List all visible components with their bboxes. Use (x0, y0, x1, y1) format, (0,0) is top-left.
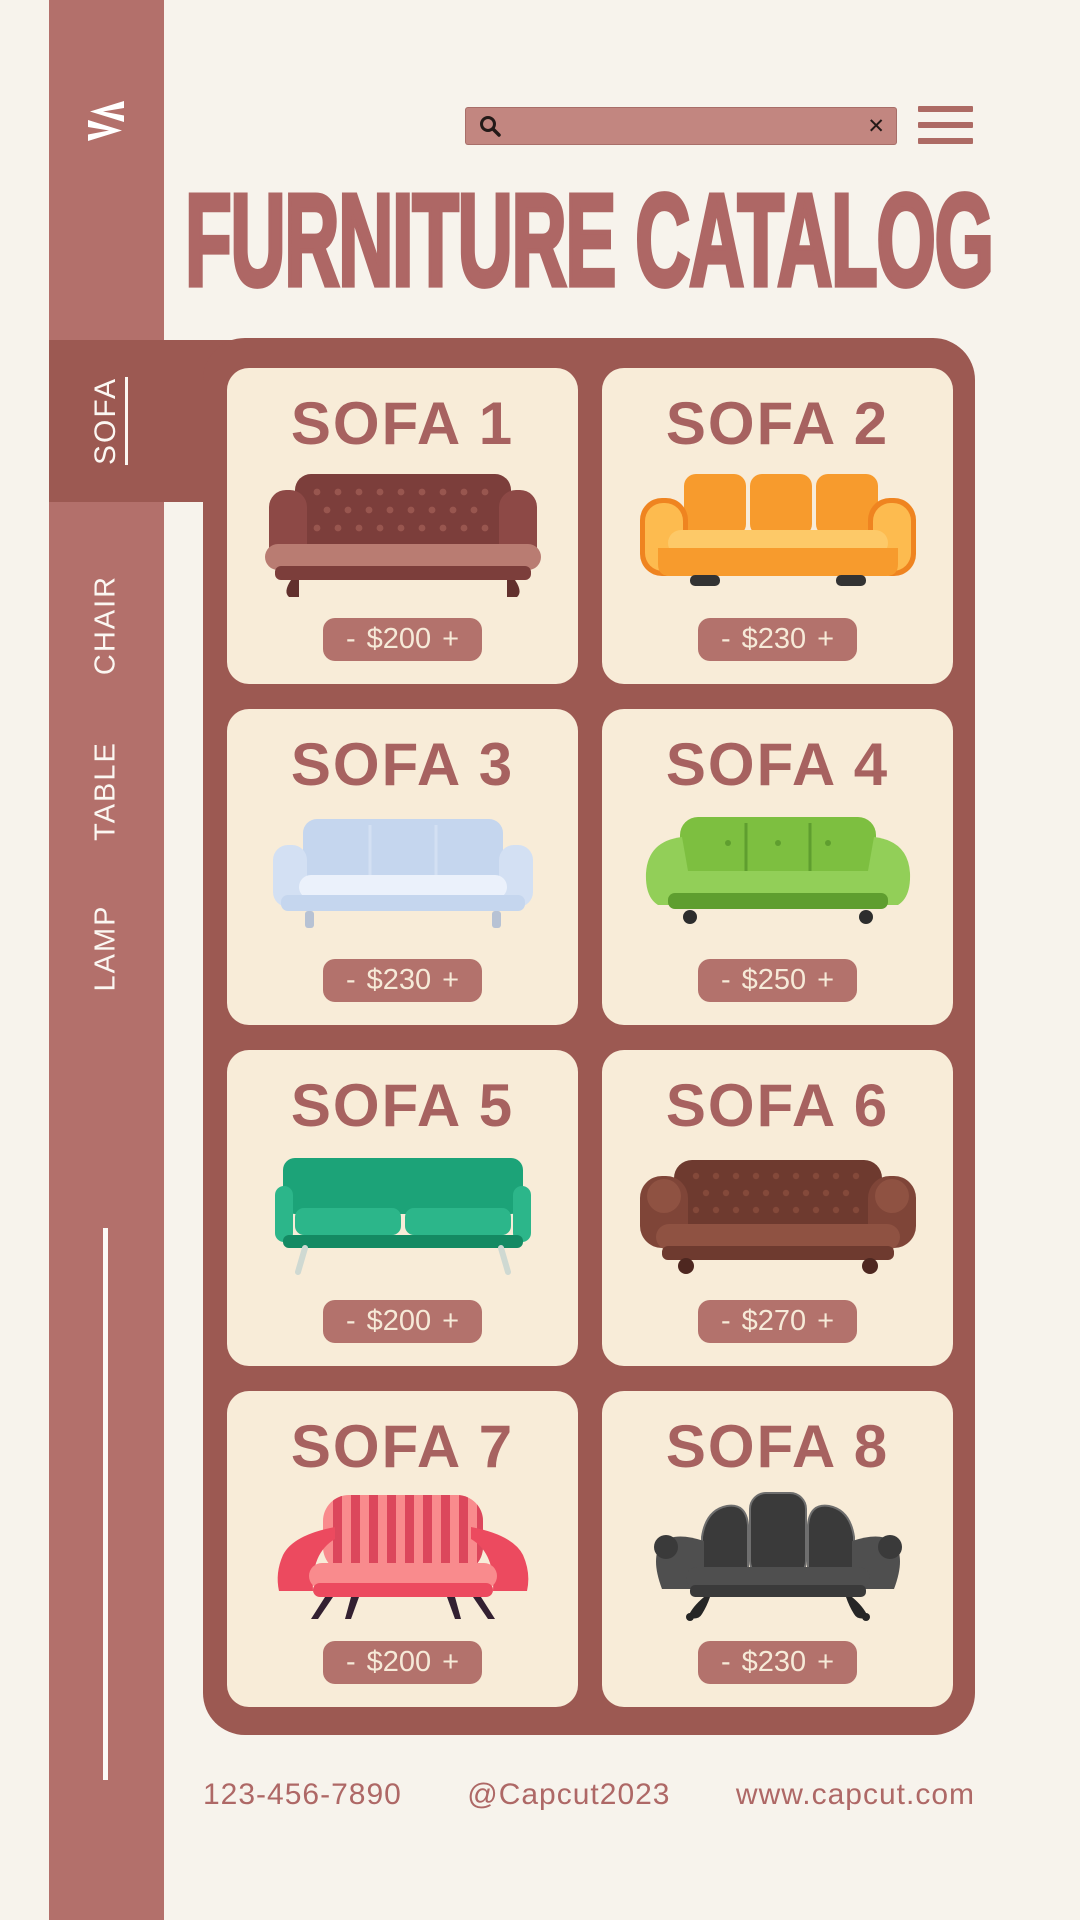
increase-button[interactable]: + (817, 1305, 835, 1337)
price-value: $200 (366, 623, 432, 655)
footer-social: @Capcut2023 (467, 1778, 671, 1811)
price-value: $230 (741, 1646, 807, 1678)
product-title: SOFA 4 (665, 731, 890, 798)
price-value: $270 (741, 1305, 807, 1337)
decrease-button[interactable]: - (720, 1305, 731, 1337)
footer-phone: 123-456-7890 (203, 1778, 402, 1811)
sidebar-scroll-indicator (103, 1228, 108, 1780)
search-input[interactable] (502, 107, 868, 145)
footer-website: www.capcut.com (735, 1778, 975, 1811)
product-title: SOFA 7 (290, 1413, 515, 1480)
increase-button[interactable]: + (817, 1646, 835, 1678)
sofa-illustration (252, 1491, 554, 1621)
increase-button[interactable]: + (442, 964, 460, 996)
product-card: SOFA 7 - $200 + (227, 1391, 578, 1707)
sidebar-tab-lamp[interactable]: LAMP (89, 904, 122, 992)
price-stepper[interactable]: - $200 + (323, 618, 482, 661)
price-value: $250 (741, 964, 807, 996)
sidebar-tab-sofa[interactable]: SOFA (89, 376, 122, 466)
menu-bar (918, 106, 973, 112)
product-card: SOFA 3 - $230 + (227, 709, 578, 1025)
decrease-button[interactable]: - (345, 623, 356, 655)
sofa-illustration (627, 468, 929, 598)
product-card: SOFA 1 - $200 + (227, 368, 578, 684)
price-stepper[interactable]: - $200 + (323, 1300, 482, 1343)
product-card: SOFA 6 - $270 + (602, 1050, 953, 1366)
capcut-logo-icon (88, 101, 124, 141)
decrease-button[interactable]: - (720, 964, 731, 996)
price-stepper[interactable]: - $270 + (698, 1300, 857, 1343)
clear-search-icon[interactable]: ✕ (867, 114, 885, 138)
increase-button[interactable]: + (442, 1305, 460, 1337)
product-card: SOFA 4 - $250 + (602, 709, 953, 1025)
product-title: SOFA 6 (665, 1072, 890, 1139)
price-stepper[interactable]: - $230 + (323, 959, 482, 1002)
sidebar-tab-chair[interactable]: CHAIR (89, 574, 122, 676)
search-icon (478, 114, 502, 138)
price-value: $200 (366, 1646, 432, 1678)
sofa-illustration (627, 1150, 929, 1280)
price-value: $230 (741, 623, 807, 655)
increase-button[interactable]: + (442, 1646, 460, 1678)
product-title: SOFA 5 (290, 1072, 515, 1139)
sofa-illustration (627, 809, 929, 939)
search-bar[interactable]: ✕ (465, 107, 897, 145)
menu-bar (918, 122, 973, 128)
footer: 123-456-7890 @Capcut2023 www.capcut.com (203, 1778, 975, 1812)
price-value: $230 (366, 964, 432, 996)
sofa-illustration (252, 1150, 554, 1280)
product-title: SOFA 2 (665, 390, 890, 457)
increase-button[interactable]: + (817, 623, 835, 655)
page-title: FURNITURE CATALOG (184, 167, 996, 314)
sofa-illustration (252, 809, 554, 939)
sidebar-tab-table[interactable]: TABLE (89, 741, 122, 841)
product-card: SOFA 8 - $230 + (602, 1391, 953, 1707)
price-stepper[interactable]: - $230 + (698, 1641, 857, 1684)
decrease-button[interactable]: - (720, 1646, 731, 1678)
catalog-grid: SOFA 1 - $200 + SOFA 2 (227, 368, 953, 1707)
increase-button[interactable]: + (817, 964, 835, 996)
menu-button[interactable] (918, 106, 973, 144)
product-card: SOFA 5 - $200 + (227, 1050, 578, 1366)
price-stepper[interactable]: - $230 + (698, 618, 857, 661)
decrease-button[interactable]: - (345, 964, 356, 996)
price-value: $200 (366, 1305, 432, 1337)
product-title: SOFA 3 (290, 731, 515, 798)
price-stepper[interactable]: - $200 + (323, 1641, 482, 1684)
increase-button[interactable]: + (442, 623, 460, 655)
decrease-button[interactable]: - (345, 1305, 356, 1337)
sofa-illustration (252, 468, 554, 598)
decrease-button[interactable]: - (345, 1646, 356, 1678)
product-card: SOFA 2 - $230 + (602, 368, 953, 684)
sofa-illustration (627, 1491, 929, 1621)
menu-bar (918, 138, 973, 144)
price-stepper[interactable]: - $250 + (698, 959, 857, 1002)
decrease-button[interactable]: - (720, 623, 731, 655)
catalog-panel: SOFA 1 - $200 + SOFA 2 (203, 338, 975, 1735)
product-title: SOFA 1 (290, 390, 515, 457)
product-title: SOFA 8 (665, 1413, 890, 1480)
